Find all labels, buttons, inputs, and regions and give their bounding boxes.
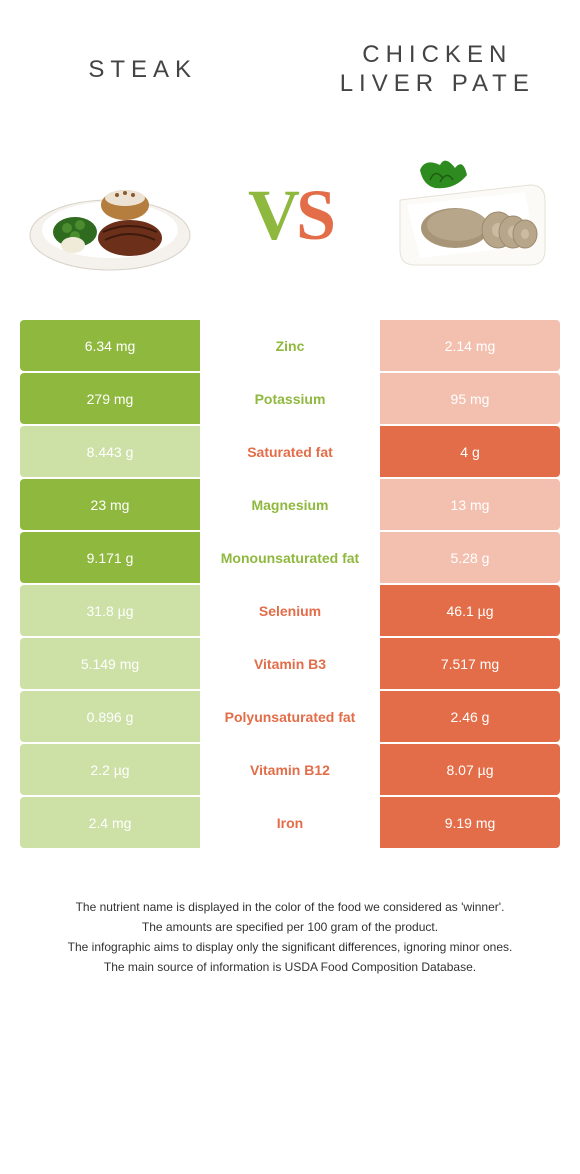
nutrient-row: 279 mgPotassium95 mg [20,373,560,424]
nutrient-left-value: 279 mg [20,373,200,424]
nutrient-right-value: 95 mg [380,373,560,424]
nutrient-right-value: 5.28 g [380,532,560,583]
nutrient-right-value: 4 g [380,426,560,477]
nutrient-left-value: 9.171 g [20,532,200,583]
nutrient-label: Selenium [200,585,380,636]
nutrient-label: Vitamin B12 [200,744,380,795]
food-left-title: STEAK [20,56,265,85]
nutrient-left-value: 5.149 mg [20,638,200,689]
footer-line-1: The nutrient name is displayed in the co… [30,898,550,916]
nutrient-label: Vitamin B3 [200,638,380,689]
nutrient-right-value: 9.19 mg [380,797,560,848]
nutrient-right-value: 8.07 µg [380,744,560,795]
nutrient-label: Saturated fat [200,426,380,477]
footer-line-2: The amounts are specified per 100 gram o… [30,918,550,936]
steak-image [20,140,200,290]
pate-plate-icon [385,150,555,280]
food-right-title: CHICKEN LIVER PATE [315,41,560,99]
nutrient-right-value: 2.46 g [380,691,560,742]
nutrient-row: 2.4 mgIron9.19 mg [20,797,560,848]
nutrient-row: 31.8 µgSelenium46.1 µg [20,585,560,636]
footer-line-4: The main source of information is USDA F… [30,958,550,976]
nutrient-left-value: 2.4 mg [20,797,200,848]
images-row: VS [20,130,560,300]
title-right-line2: LIVER PATE [340,70,535,97]
nutrient-row: 5.149 mgVitamin B37.517 mg [20,638,560,689]
nutrient-row: 8.443 gSaturated fat4 g [20,426,560,477]
nutrient-right-value: 7.517 mg [380,638,560,689]
nutrient-label: Iron [200,797,380,848]
nutrient-right-value: 13 mg [380,479,560,530]
nutrient-row: 2.2 µgVitamin B128.07 µg [20,744,560,795]
nutrient-label: Magnesium [200,479,380,530]
nutrient-left-value: 23 mg [20,479,200,530]
nutrient-label: Potassium [200,373,380,424]
steak-plate-icon [25,150,195,280]
nutrient-left-value: 2.2 µg [20,744,200,795]
nutrient-label: Zinc [200,320,380,371]
vs-label: VS [248,174,332,257]
header: STEAK CHICKEN LIVER PATE [20,20,560,120]
nutrient-label: Monounsaturated fat [200,532,380,583]
title-right-line1: CHICKEN [362,41,512,68]
nutrient-row: 0.896 gPolyunsaturated fat2.46 g [20,691,560,742]
nutrient-row: 9.171 gMonounsaturated fat5.28 g [20,532,560,583]
nutrient-label: Polyunsaturated fat [200,691,380,742]
pate-image [380,140,560,290]
nutrient-right-value: 2.14 mg [380,320,560,371]
vs-s: S [296,175,332,255]
nutrient-row: 6.34 mgZinc2.14 mg [20,320,560,371]
nutrient-left-value: 31.8 µg [20,585,200,636]
nutrient-left-value: 8.443 g [20,426,200,477]
footer-line-3: The infographic aims to display only the… [30,938,550,956]
nutrient-row: 23 mgMagnesium13 mg [20,479,560,530]
nutrient-left-value: 6.34 mg [20,320,200,371]
vs-v: V [248,175,296,255]
nutrient-table: 6.34 mgZinc2.14 mg279 mgPotassium95 mg8.… [20,320,560,848]
nutrient-left-value: 0.896 g [20,691,200,742]
footer-notes: The nutrient name is displayed in the co… [20,898,560,976]
nutrient-right-value: 46.1 µg [380,585,560,636]
